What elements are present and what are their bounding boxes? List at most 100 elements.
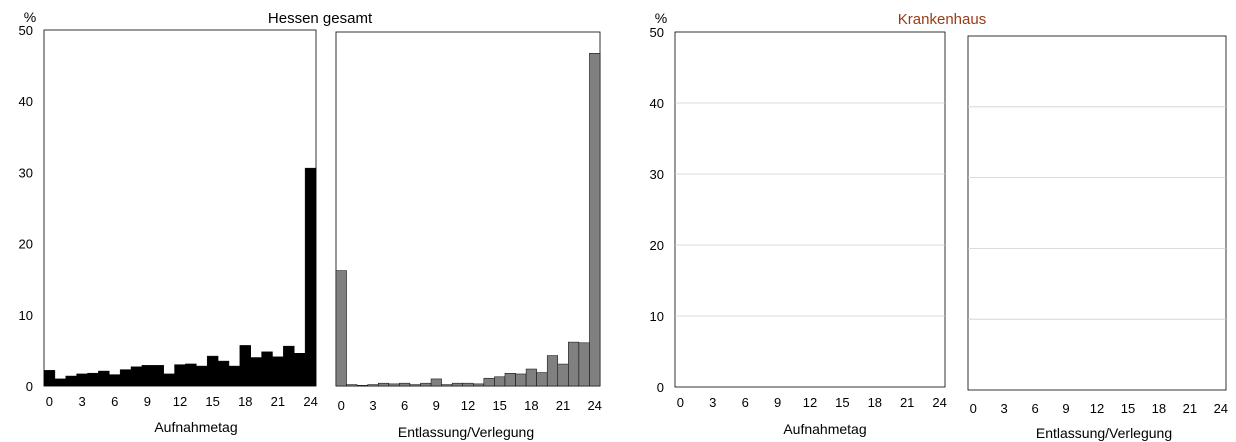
y-tick-labels: 0 10 20 30 40 50 xyxy=(650,25,664,395)
x-tick-label: 15 xyxy=(1121,401,1135,416)
x-tick-label: 3 xyxy=(369,398,376,413)
x-tick-label: 18 xyxy=(1152,401,1166,416)
x-tick-label: 21 xyxy=(556,398,570,413)
bar-9 xyxy=(141,365,154,387)
bar-5 xyxy=(98,370,110,387)
bar-24 xyxy=(589,52,601,387)
y-tick-label: 30 xyxy=(19,165,33,180)
bar-18 xyxy=(525,368,537,387)
y-tick-label: 20 xyxy=(19,237,33,252)
bar-24 xyxy=(304,167,317,387)
x-tick-label: 3 xyxy=(1000,401,1007,416)
plot-area xyxy=(43,29,317,387)
x-tick-label: 12 xyxy=(803,395,817,410)
bar-0 xyxy=(43,370,56,387)
x-tick-label: 0 xyxy=(677,395,684,410)
bar-14 xyxy=(483,377,495,387)
gridlines xyxy=(968,106,1226,320)
bar-4 xyxy=(87,372,99,387)
bar-1 xyxy=(346,384,358,387)
x-tick-label: 0 xyxy=(46,394,53,409)
x-tick-labels: 0 3 6 9 12 15 18 21 24 xyxy=(338,398,602,413)
bar-12 xyxy=(462,382,474,387)
bar-16 xyxy=(504,373,516,387)
plot-area xyxy=(967,35,1227,391)
bar-15 xyxy=(494,376,506,387)
bar-14 xyxy=(196,365,208,387)
panel-krankenhaus-aufnahmetag: 0 10 20 30 40 50 0 3 6 9 12 15 18 21 24 % Aufnahmetag xyxy=(650,10,947,437)
x-tick-labels: 0 3 6 9 12 15 18 21 24 xyxy=(970,401,1228,416)
x-tick-label: 12 xyxy=(173,394,187,409)
bar-18 xyxy=(239,345,251,387)
x-tick-label: 18 xyxy=(524,398,538,413)
bar-16 xyxy=(217,360,230,387)
x-tick-label: 12 xyxy=(461,398,475,413)
bar-0 xyxy=(335,270,347,387)
plot-area xyxy=(674,31,946,388)
x-tick-label: 0 xyxy=(970,401,977,416)
y-tick-label: 40 xyxy=(650,96,664,111)
x-tick-label: 21 xyxy=(900,395,914,410)
x-tick-label: 0 xyxy=(338,398,345,413)
y-tick-label: 10 xyxy=(650,309,664,324)
bar-11 xyxy=(163,373,175,387)
x-tick-label: 24 xyxy=(587,398,601,413)
y-tick-label: 0 xyxy=(657,380,664,395)
panel-hessen-entlassung: 0 3 6 9 12 15 18 21 24 Entlassung/Verlegung xyxy=(335,31,602,440)
bars xyxy=(43,167,317,387)
bar-11 xyxy=(451,382,463,387)
bar-23 xyxy=(293,353,306,387)
x-axis-label: Aufnahmetag xyxy=(154,419,237,435)
y-tick-label: 10 xyxy=(19,308,33,323)
bar-10 xyxy=(152,365,164,387)
y-unit-label: % xyxy=(655,10,667,26)
bar-9 xyxy=(430,378,442,387)
bar-20 xyxy=(546,355,559,387)
y-tick-labels: 0 10 20 30 40 50 xyxy=(19,23,33,394)
x-tick-label: 3 xyxy=(709,395,716,410)
bar-8 xyxy=(420,382,432,387)
x-axis-label: Entlassung/Verlegung xyxy=(398,424,534,440)
x-tick-label: 24 xyxy=(303,394,317,409)
chart-title-krankenhaus: Krankenhaus xyxy=(898,11,986,28)
bar-21 xyxy=(272,356,284,387)
bar-6 xyxy=(109,374,121,387)
gridlines xyxy=(675,102,945,317)
x-tick-label: 6 xyxy=(401,398,408,413)
bar-10 xyxy=(441,384,453,387)
x-tick-labels: 0 3 6 9 12 15 18 21 24 xyxy=(46,394,318,409)
x-axis-label: Aufnahmetag xyxy=(783,421,866,437)
x-tick-label: 24 xyxy=(932,395,946,410)
bars xyxy=(335,52,601,387)
plot-area xyxy=(335,31,601,387)
x-tick-label: 9 xyxy=(433,398,440,413)
x-tick-label: 21 xyxy=(1183,401,1197,416)
x-tick-label: 21 xyxy=(271,394,285,409)
y-tick-label: 40 xyxy=(19,94,33,109)
y-tick-label: 0 xyxy=(26,379,33,394)
x-tick-label: 18 xyxy=(238,394,252,409)
bar-13 xyxy=(185,363,197,387)
x-tick-label: 6 xyxy=(111,394,118,409)
x-tick-label: 24 xyxy=(1214,401,1228,416)
bar-15 xyxy=(206,355,219,387)
x-tick-label: 18 xyxy=(868,395,882,410)
bar-7 xyxy=(119,369,132,387)
x-tick-label: 15 xyxy=(205,394,219,409)
y-tick-label: 30 xyxy=(650,167,664,182)
bar-3 xyxy=(367,384,379,387)
chart-title-hessen: Hessen gesamt xyxy=(268,10,373,27)
bar-2 xyxy=(65,375,77,387)
x-tick-labels: 0 3 6 9 12 15 18 21 24 xyxy=(677,395,947,410)
panel-hessen-aufnahmetag: 0 10 20 30 40 50 0 3 6 9 12 15 18 21 24 % Aufnahmetag xyxy=(19,9,318,435)
bar-12 xyxy=(174,364,186,387)
panel-krankenhaus-entlassung: 0 3 6 9 12 15 18 21 24 Entlassung/Verlegung xyxy=(967,35,1228,441)
bar-17 xyxy=(515,373,527,387)
x-tick-label: 6 xyxy=(742,395,749,410)
bar-8 xyxy=(130,366,143,387)
x-axis-label: Entlassung/Verlegung xyxy=(1036,425,1172,441)
x-tick-label: 15 xyxy=(492,398,506,413)
bar-22 xyxy=(283,345,295,387)
x-tick-label: 9 xyxy=(1062,401,1069,416)
